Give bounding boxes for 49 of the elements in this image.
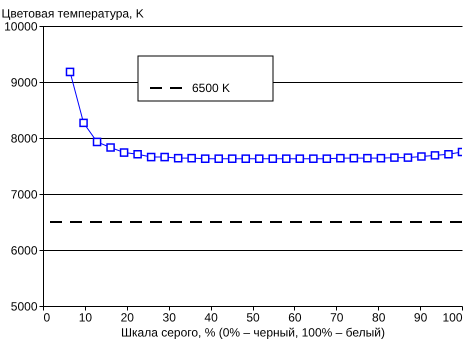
point [200,154,210,164]
point [160,152,169,162]
point [350,154,358,162]
point [66,68,74,76]
x-tick-label: 40 [204,310,218,324]
y-tick-label: 9000 [10,76,38,90]
x-tick-label: 30 [162,310,176,324]
y-tick-label: 8000 [10,132,38,146]
x-tick-label: 50 [246,310,260,324]
point [404,153,412,162]
x-tick-label: 90 [414,310,428,324]
x-tick-label: 100 [442,310,463,324]
point [174,154,182,162]
x-tick-label: 80 [372,310,386,324]
y-tick-label: 6000 [10,244,38,258]
point [282,154,291,164]
legend-label: 6500 K [192,81,230,95]
point [363,154,372,162]
x-axis-title: Шкала серого, % (0% – черный, 100% – белый) [121,326,385,340]
point [390,153,399,162]
point [92,138,102,146]
x-tick-label: 60 [288,310,302,324]
point [322,154,332,164]
x-tick-label: 10 [78,310,92,324]
point [430,151,440,160]
y-tick-label: 5000 [10,300,38,314]
point [120,148,128,157]
point [417,152,426,161]
point [376,154,386,162]
y-axis-title: Цветовая температура, K [2,6,144,20]
point [187,154,196,162]
point [79,118,88,128]
point [146,152,156,162]
y-tick-label: 10000 [4,20,38,34]
point [296,154,304,164]
point [214,154,224,164]
point [228,154,237,164]
x-tick-label: 0 [44,310,50,324]
point [309,154,318,164]
point [254,154,264,164]
point [133,150,142,159]
x-tick-label: 20 [120,310,134,324]
point [268,154,278,164]
point [336,154,345,162]
y-tick-label: 7000 [10,188,38,202]
point [241,154,250,164]
x-tick-label: 70 [330,310,344,324]
point [106,143,115,152]
point [444,150,453,159]
